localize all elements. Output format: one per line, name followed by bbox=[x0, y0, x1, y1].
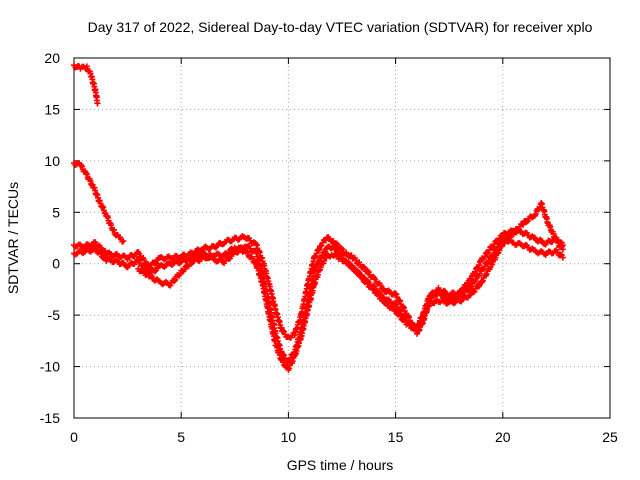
data-point bbox=[481, 263, 488, 270]
data-point bbox=[334, 241, 341, 248]
data-point bbox=[520, 221, 527, 228]
data-point bbox=[172, 276, 179, 283]
y-tick-label: -5 bbox=[48, 307, 61, 323]
data-point bbox=[350, 264, 357, 271]
data-point bbox=[322, 237, 329, 244]
x-tick-label: 25 bbox=[602, 429, 618, 445]
data-point bbox=[94, 100, 101, 107]
data-point bbox=[481, 253, 488, 260]
data-point bbox=[349, 263, 356, 270]
data-point bbox=[377, 282, 384, 289]
data-point bbox=[92, 239, 99, 246]
data-point bbox=[252, 259, 259, 266]
data-point bbox=[440, 291, 447, 298]
data-point bbox=[397, 313, 404, 320]
data-point bbox=[97, 250, 104, 257]
data-point bbox=[333, 245, 340, 252]
series-arc-e bbox=[135, 200, 566, 373]
data-point bbox=[136, 250, 143, 257]
y-axis-ticks: -15 -10 -5 0 5 10 15 20 bbox=[40, 50, 610, 426]
data-point bbox=[372, 276, 379, 283]
data-point bbox=[476, 282, 483, 289]
data-point bbox=[559, 246, 566, 253]
data-point bbox=[167, 282, 174, 289]
series-arc-c bbox=[71, 227, 566, 341]
data-point bbox=[468, 283, 475, 290]
data-point bbox=[559, 254, 566, 261]
x-tick-label: 0 bbox=[70, 429, 78, 445]
data-point bbox=[136, 257, 143, 264]
data-point bbox=[472, 276, 479, 283]
y-tick-label: 10 bbox=[44, 153, 60, 169]
x-tick-label: 5 bbox=[177, 429, 185, 445]
data-point bbox=[151, 268, 158, 275]
x-axis-label: GPS time / hours bbox=[287, 457, 394, 473]
plot-frame bbox=[73, 57, 611, 419]
data-point bbox=[280, 327, 287, 334]
data-point bbox=[359, 275, 366, 282]
data-point bbox=[365, 269, 372, 276]
data-point bbox=[333, 240, 340, 247]
data-point bbox=[280, 359, 287, 366]
y-tick-label: -15 bbox=[40, 410, 60, 426]
data-point bbox=[244, 249, 251, 256]
data-point bbox=[334, 246, 341, 253]
x-tick-label: 15 bbox=[388, 429, 404, 445]
series-arc-b bbox=[71, 159, 127, 245]
data-point bbox=[523, 218, 530, 225]
x-tick-label: 10 bbox=[281, 429, 297, 445]
data-point bbox=[355, 268, 362, 275]
data-point bbox=[361, 264, 368, 271]
chart-title: Day 317 of 2022, Sidereal Day-to-day VTE… bbox=[88, 19, 593, 35]
y-tick-label: 20 bbox=[44, 50, 60, 66]
data-point bbox=[141, 257, 148, 264]
data-point bbox=[383, 299, 390, 306]
x-axis-ticks: 0 5 10 15 20 25 bbox=[70, 58, 618, 445]
y-tick-label: -10 bbox=[40, 359, 60, 375]
data-point bbox=[392, 307, 399, 314]
data-point bbox=[120, 238, 127, 245]
data-marks bbox=[71, 62, 566, 373]
y-tick-label: 5 bbox=[52, 204, 60, 220]
data-point bbox=[475, 283, 482, 290]
data-point bbox=[97, 244, 104, 251]
data-point bbox=[374, 289, 381, 296]
data-point bbox=[79, 163, 86, 170]
data-point bbox=[476, 270, 483, 277]
y-axis-label: SDTVAR / TECUs bbox=[5, 182, 21, 294]
x-tick-label: 20 bbox=[495, 429, 511, 445]
data-point bbox=[92, 245, 99, 252]
data-point bbox=[379, 296, 386, 303]
data-point bbox=[281, 328, 288, 335]
series-arc-a bbox=[71, 62, 101, 107]
data-point bbox=[370, 286, 377, 293]
data-point bbox=[532, 211, 539, 218]
y-tick-label: 15 bbox=[44, 101, 60, 117]
y-tick-label: 0 bbox=[52, 256, 60, 272]
data-point bbox=[249, 255, 256, 262]
data-point bbox=[555, 239, 562, 246]
data-point bbox=[181, 266, 188, 273]
